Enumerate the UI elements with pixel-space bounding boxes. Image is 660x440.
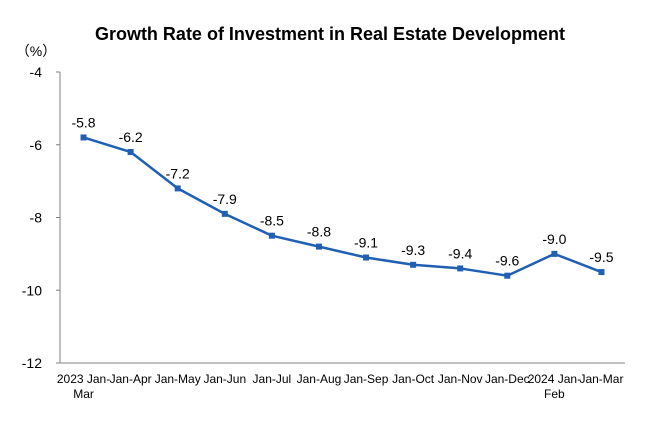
data-point: [174, 185, 181, 192]
series-line: [83, 136, 602, 277]
data-label: -8.8: [307, 224, 331, 240]
data-label: -9.5: [589, 249, 613, 265]
x-tick-label: Jan-Oct: [392, 372, 435, 386]
data-point: [127, 149, 134, 156]
data-point: [268, 232, 275, 239]
data-label: -5.8: [71, 114, 95, 130]
data-point: [363, 254, 370, 261]
y-tick-label: -12: [22, 355, 42, 371]
data-point: [457, 265, 464, 272]
data-label: -9.3: [401, 242, 425, 258]
chart-title: Growth Rate of Investment in Real Estate…: [94, 24, 566, 44]
data-point: [410, 261, 417, 268]
data-label: -9.1: [354, 235, 378, 251]
x-tick-label: Mar: [73, 387, 94, 401]
x-tick-label: Jan-Sep: [344, 372, 389, 386]
data-label: -9.4: [448, 245, 472, 261]
data-label: -9.0: [542, 231, 566, 247]
data-label: -7.9: [213, 191, 237, 207]
data-point: [315, 243, 322, 250]
x-tick-label: Jan-Jun: [203, 372, 246, 386]
data-point: [221, 210, 228, 217]
x-tick-label: Jan-Nov: [438, 372, 483, 386]
x-tick-label: Jan-Dec: [485, 372, 530, 386]
y-tick-label: -4: [30, 64, 43, 80]
data-point: [504, 272, 511, 279]
x-tick-label: 2024 Jan-: [528, 372, 581, 386]
x-tick-label: Jan-Aug: [297, 372, 342, 386]
data-label: -6.2: [119, 129, 143, 145]
x-tick-label: Feb: [544, 387, 565, 401]
data-point: [551, 250, 558, 257]
x-tick-label: Jan-Apr: [110, 372, 152, 386]
data-point: [80, 134, 87, 141]
x-tick-label: Jan-May: [155, 372, 201, 386]
y-unit-label: （%）: [16, 43, 56, 59]
x-tick-label: Jan-Mar: [579, 372, 623, 386]
data-point: [598, 269, 605, 276]
x-tick-label: Jan-Jul: [253, 372, 292, 386]
data-label: -7.2: [166, 165, 190, 181]
y-tick-label: -10: [22, 282, 42, 298]
y-tick-label: -8: [30, 210, 43, 226]
data-label: -9.6: [495, 253, 519, 269]
data-label: -8.5: [260, 213, 284, 229]
x-tick-label: 2023 Jan-: [57, 372, 110, 386]
y-tick-label: -6: [30, 137, 43, 153]
